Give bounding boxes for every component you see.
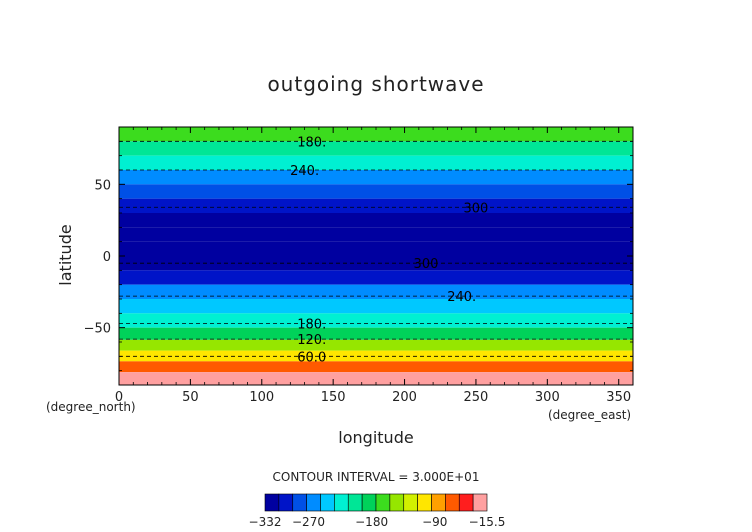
contour-lines: [119, 140, 633, 357]
heatmap-band: [119, 284, 633, 299]
y-axis-label: latitude: [56, 224, 75, 285]
heatmap-bands: [119, 127, 633, 385]
heatmap-band: [119, 350, 633, 362]
heatmap-band: [119, 270, 633, 285]
contour-label: 60.0: [297, 350, 326, 365]
colorbar-tick-label: −270: [292, 515, 325, 529]
heatmap-band: [119, 327, 633, 340]
colorbar-swatch: [292, 493, 307, 512]
heatmap-band: [119, 141, 633, 156]
x-tick-label: 350: [606, 390, 631, 405]
heatmap-band: [119, 241, 633, 256]
colorbar-swatch: [431, 493, 446, 512]
heatmap-band: [119, 127, 633, 142]
colorbar-ticks: −332 −270 −180 −90 −15.5: [249, 515, 506, 529]
contour-label: 180.: [297, 317, 326, 332]
contour-label: 300: [464, 201, 489, 216]
colorbar-swatch: [445, 493, 460, 512]
contour-label: 300: [414, 257, 439, 272]
heatmap-band: [119, 361, 633, 373]
y-tick-label: 0: [103, 250, 111, 265]
colorbar-swatch: [347, 493, 363, 512]
colorbar-swatch: [417, 493, 432, 512]
x-tick-label: 150: [321, 390, 346, 405]
y-tick-label: −50: [84, 322, 111, 337]
heatmap-band: [119, 198, 633, 213]
contour-label: 240.: [447, 290, 476, 305]
colorbar-swatch: [278, 493, 294, 512]
heatmap-band: [119, 372, 633, 385]
x-tick-label: 50: [182, 390, 199, 405]
x-axis: 0 50 100 150 200 250 300 350: [115, 127, 631, 405]
colorbar-swatch: [389, 493, 405, 512]
heatmap-band: [119, 339, 633, 351]
colorbar-swatch: [320, 493, 335, 512]
x-unit-label: (degree_east): [548, 408, 631, 422]
heatmap-band: [119, 155, 633, 170]
contour-label: 180.: [297, 135, 326, 150]
x-tick-label: 300: [535, 390, 560, 405]
y-axis: −50 0 50: [84, 140, 633, 372]
x-axis-label: longitude: [338, 428, 413, 447]
x-tick-label: 200: [392, 390, 417, 405]
colorbar-swatch: [361, 493, 377, 512]
heatmap-band: [119, 170, 633, 185]
colorbar-swatch: [458, 493, 474, 512]
x-tick-label: 250: [464, 390, 489, 405]
colorbar-tick-label: −15.5: [469, 515, 506, 529]
contour-label: 240.: [290, 164, 319, 179]
heatmap-band: [119, 313, 633, 328]
colorbar-swatch: [472, 493, 488, 512]
colorbar-tick-label: −180: [355, 515, 388, 529]
heatmap-band: [119, 184, 633, 199]
colorbar-tick-label: −90: [422, 515, 447, 529]
colorbar-swatch: [306, 493, 321, 512]
y-unit-label: (degree_north): [46, 400, 136, 414]
heatmap-band: [119, 213, 633, 228]
heatmap-band: [119, 227, 633, 242]
colorbar-swatch: [375, 493, 391, 512]
heatmap-band: [119, 299, 633, 314]
colorbar-tick-label: −332: [249, 515, 282, 529]
contour-interval-text: CONTOUR INTERVAL = 3.000E+01: [273, 470, 480, 484]
colorbar-swatch: [334, 493, 349, 512]
colorbar-swatch: [264, 493, 280, 512]
contour-label: 120.: [297, 333, 326, 348]
colorbar-swatch: [403, 493, 418, 512]
x-tick-label: 100: [249, 390, 274, 405]
x-tick-label: 0: [115, 390, 123, 405]
colorbar: [264, 493, 488, 512]
y-tick-label: 50: [94, 178, 111, 193]
heatmap-band: [119, 256, 633, 271]
chart-title: outgoing shortwave: [267, 72, 484, 96]
